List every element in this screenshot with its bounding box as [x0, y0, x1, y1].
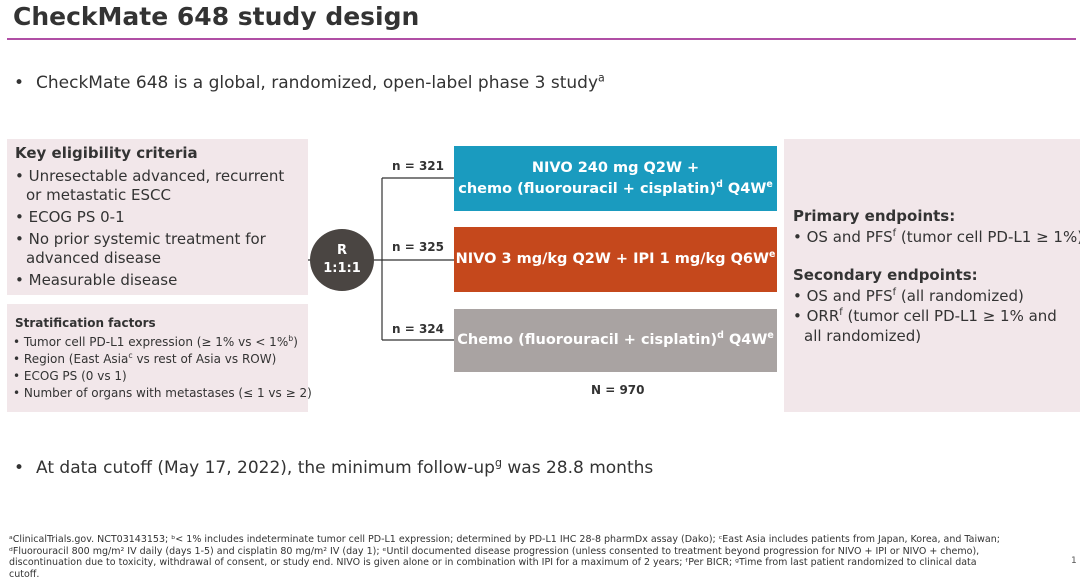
secondary-endpoint-item: • ORRf (tumor cell PD-L1 ≥ 1% and [793, 307, 1057, 325]
bullet-dot: • [14, 73, 25, 93]
arm-nivo-ipi: NIVO 3 mg/kg Q2W + IPI 1 mg/kg Q6We [454, 227, 777, 292]
stratification-item: • ECOG PS (0 vs 1) [13, 369, 127, 383]
footnote-line: ᵃClinicalTrials.gov. NCT03143153; ᵇ< 1% … [9, 534, 1000, 545]
arm1-n-label: n = 321 [392, 159, 445, 173]
secondary-endpoint-item: • OS and PFSf (all randomized) [793, 287, 1024, 305]
footnote-line: ᵈFluorouracil 800 mg/m² IV daily (days 1… [9, 545, 980, 557]
endpoints-panel: Primary endpoints: • OS and PFSf (tumor … [784, 139, 1080, 412]
stratification-heading: Stratification factors [15, 316, 156, 330]
footnote-line: cutoff. [9, 568, 40, 580]
primary-endpoint-item: • OS and PFSf (tumor cell PD-L1 ≥ 1%) [793, 228, 1080, 246]
eligibility-item: • ECOG PS 0-1 [15, 208, 125, 226]
stratification-item: • Number of organs with metastases (≤ 1 … [13, 386, 312, 400]
eligibility-item-cont: advanced disease [26, 249, 162, 267]
eligibility-list: • Unresectable advanced, recurrent or me… [15, 167, 284, 290]
followup-text: At data cutoff (May 17, 2022), the minim… [36, 458, 495, 478]
randomization-letter: R [336, 243, 347, 258]
randomization-ratio: 1:1:1 [323, 261, 361, 276]
arm2-n-label: n = 325 [392, 240, 445, 254]
bullet-dot: • [14, 458, 25, 478]
secondary-endpoints-heading: Secondary endpoints: [793, 266, 978, 284]
intro-text: CheckMate 648 is a global, randomized, o… [36, 73, 599, 93]
intro-bullet: • CheckMate 648 is a global, randomized, … [14, 71, 605, 93]
eligibility-panel: Key eligibility criteria • Unresectable … [7, 139, 308, 295]
title-underline [7, 38, 1076, 40]
footnote-line: discontinuation due to toxicity, withdra… [9, 557, 977, 569]
secondary-endpoint-item-cont: all randomized) [804, 327, 922, 345]
eligibility-item: • No prior systemic treatment for [15, 230, 266, 248]
stratification-item: • Tumor cell PD-L1 expression (≥ 1% vs <… [13, 334, 298, 349]
footnotes: ᵃClinicalTrials.gov. NCT03143153; ᵇ< 1% … [9, 534, 1029, 580]
primary-endpoints-heading: Primary endpoints: [793, 207, 956, 225]
stratification-item: • Region (East Asiac vs rest of Asia vs … [13, 351, 277, 366]
arm-chemo: Chemo (fluorouracil + cisplatin)d Q4We [454, 309, 777, 372]
total-n-label: N = 970 [591, 383, 645, 397]
eligibility-item: • Unresectable advanced, recurrent [15, 167, 285, 185]
eligibility-item: • Measurable disease [15, 271, 178, 289]
followup-bullet: • At data cutoff (May 17, 2022), the mini… [14, 456, 654, 478]
arm-nivo-chemo: NIVO 240 mg Q2W + chemo (fluorouracil + … [454, 146, 777, 211]
eligibility-item-cont: or metastatic ESCC [26, 186, 171, 204]
slide-title: CheckMate 648 study design [13, 2, 420, 31]
arm3-n-label: n = 324 [392, 322, 445, 336]
randomization-node: R 1:1:1 [310, 229, 374, 291]
page-number: 1 [1071, 556, 1077, 566]
stratification-list: • Tumor cell PD-L1 expression (≥ 1% vs <… [13, 334, 312, 402]
intro-sup: a [598, 71, 605, 85]
eligibility-heading: Key eligibility criteria [15, 144, 198, 162]
stratification-panel: Stratification factors • Tumor cell PD-L… [7, 304, 312, 412]
